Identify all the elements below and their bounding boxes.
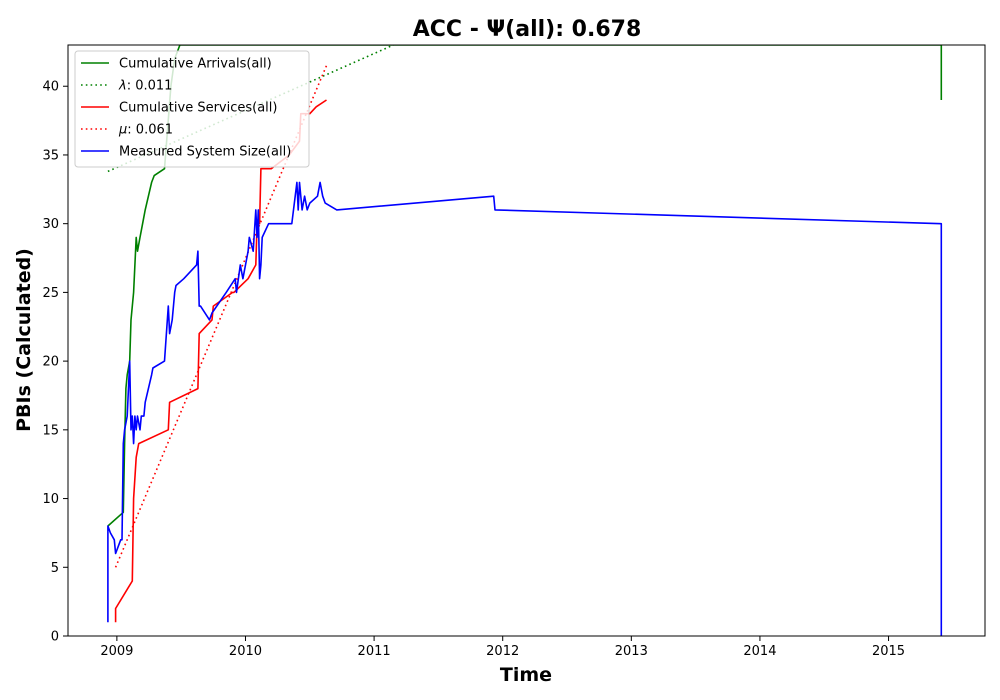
- legend-entry: Cumulative Arrivals(all): [119, 57, 272, 72]
- y-tick-label: 35: [42, 148, 59, 163]
- x-tick-label: 2010: [229, 644, 262, 659]
- y-tick-label: 5: [51, 561, 59, 576]
- series-line-2: [114, 99, 327, 623]
- y-tick-label: 30: [42, 217, 59, 232]
- y-tick-label: 20: [42, 355, 59, 370]
- x-axis-label: Time: [500, 664, 552, 686]
- legend: Cumulative Arrivals(all) λ: 0.011 Cumulati…: [74, 50, 310, 168]
- plot-frame: [67, 44, 986, 637]
- x-tick-label: 2014: [743, 644, 776, 659]
- y-tick-label: 0: [51, 630, 59, 645]
- y-tick-label: 10: [42, 492, 59, 507]
- x-axis: 2009 2010 2011 2012 2013 2014 2015: [100, 636, 905, 659]
- x-tick-label: 2012: [486, 644, 519, 659]
- legend-entry: μ: 0.061: [118, 123, 173, 138]
- legend-entry: Measured System Size(all): [119, 145, 291, 160]
- x-tick-label: 2013: [615, 644, 648, 659]
- x-tick-label: 2011: [358, 644, 391, 659]
- x-tick-label: 2015: [872, 644, 905, 659]
- y-tick-label: 15: [42, 423, 59, 438]
- legend-entry: Cumulative Services(all): [119, 101, 277, 116]
- legend-box: [74, 50, 310, 168]
- chart-title: ACC - Ψ(all): 0.678: [413, 17, 642, 42]
- y-tick-label: 25: [42, 286, 59, 301]
- y-tick-label: 40: [42, 80, 59, 95]
- series-line-1: [107, 45, 394, 173]
- y-axis-label: PBIs (Calculated): [13, 248, 35, 432]
- y-axis: 0 5 10 15 20 25 30 35 40: [42, 80, 68, 645]
- legend-entry: λ: 0.011: [118, 79, 172, 94]
- series-line-4: [107, 181, 943, 636]
- x-tick-label: 2009: [100, 644, 133, 659]
